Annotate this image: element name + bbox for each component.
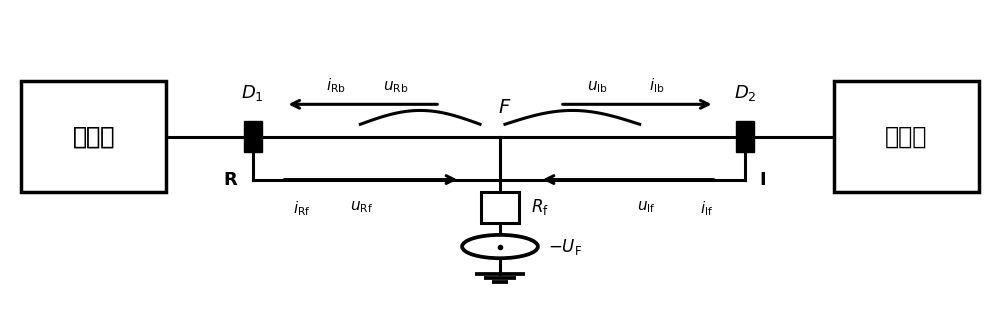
Text: 整流侧: 整流侧	[72, 125, 115, 148]
Text: $\bf{R}$: $\bf{R}$	[223, 170, 239, 188]
Bar	[21, 81, 166, 192]
Text: $u_{\rm If}$: $u_{\rm If}$	[637, 200, 656, 215]
Text: $R_{\rm f}$: $R_{\rm f}$	[531, 197, 549, 217]
Text: $u_{\rm Rb}$: $u_{\rm Rb}$	[383, 79, 408, 95]
Text: $\bf{I}$: $\bf{I}$	[759, 170, 766, 188]
Bar	[244, 121, 262, 152]
Text: $i_{\rm Rb}$: $i_{\rm Rb}$	[326, 76, 345, 95]
Text: $D_1$: $D_1$	[241, 83, 264, 103]
Text: $u_{\rm Ib}$: $u_{\rm Ib}$	[587, 79, 608, 95]
Text: $F$: $F$	[498, 98, 512, 117]
Text: $i_{\rm Rf}$: $i_{\rm Rf}$	[293, 200, 310, 218]
Bar	[481, 192, 519, 223]
Text: $u_{\rm Rf}$: $u_{\rm Rf}$	[350, 200, 373, 215]
Text: $D_2$: $D_2$	[734, 83, 757, 103]
Text: 逆变侧: 逆变侧	[885, 125, 928, 148]
Bar	[834, 81, 979, 192]
Bar	[736, 121, 754, 152]
Text: $i_{\rm Ib}$: $i_{\rm Ib}$	[649, 76, 664, 95]
Text: $-U_{\rm F}$: $-U_{\rm F}$	[548, 237, 582, 257]
Circle shape	[462, 235, 538, 258]
Text: 整流侧: 整流侧	[72, 125, 115, 148]
Text: $i_{\rm If}$: $i_{\rm If}$	[700, 200, 713, 218]
